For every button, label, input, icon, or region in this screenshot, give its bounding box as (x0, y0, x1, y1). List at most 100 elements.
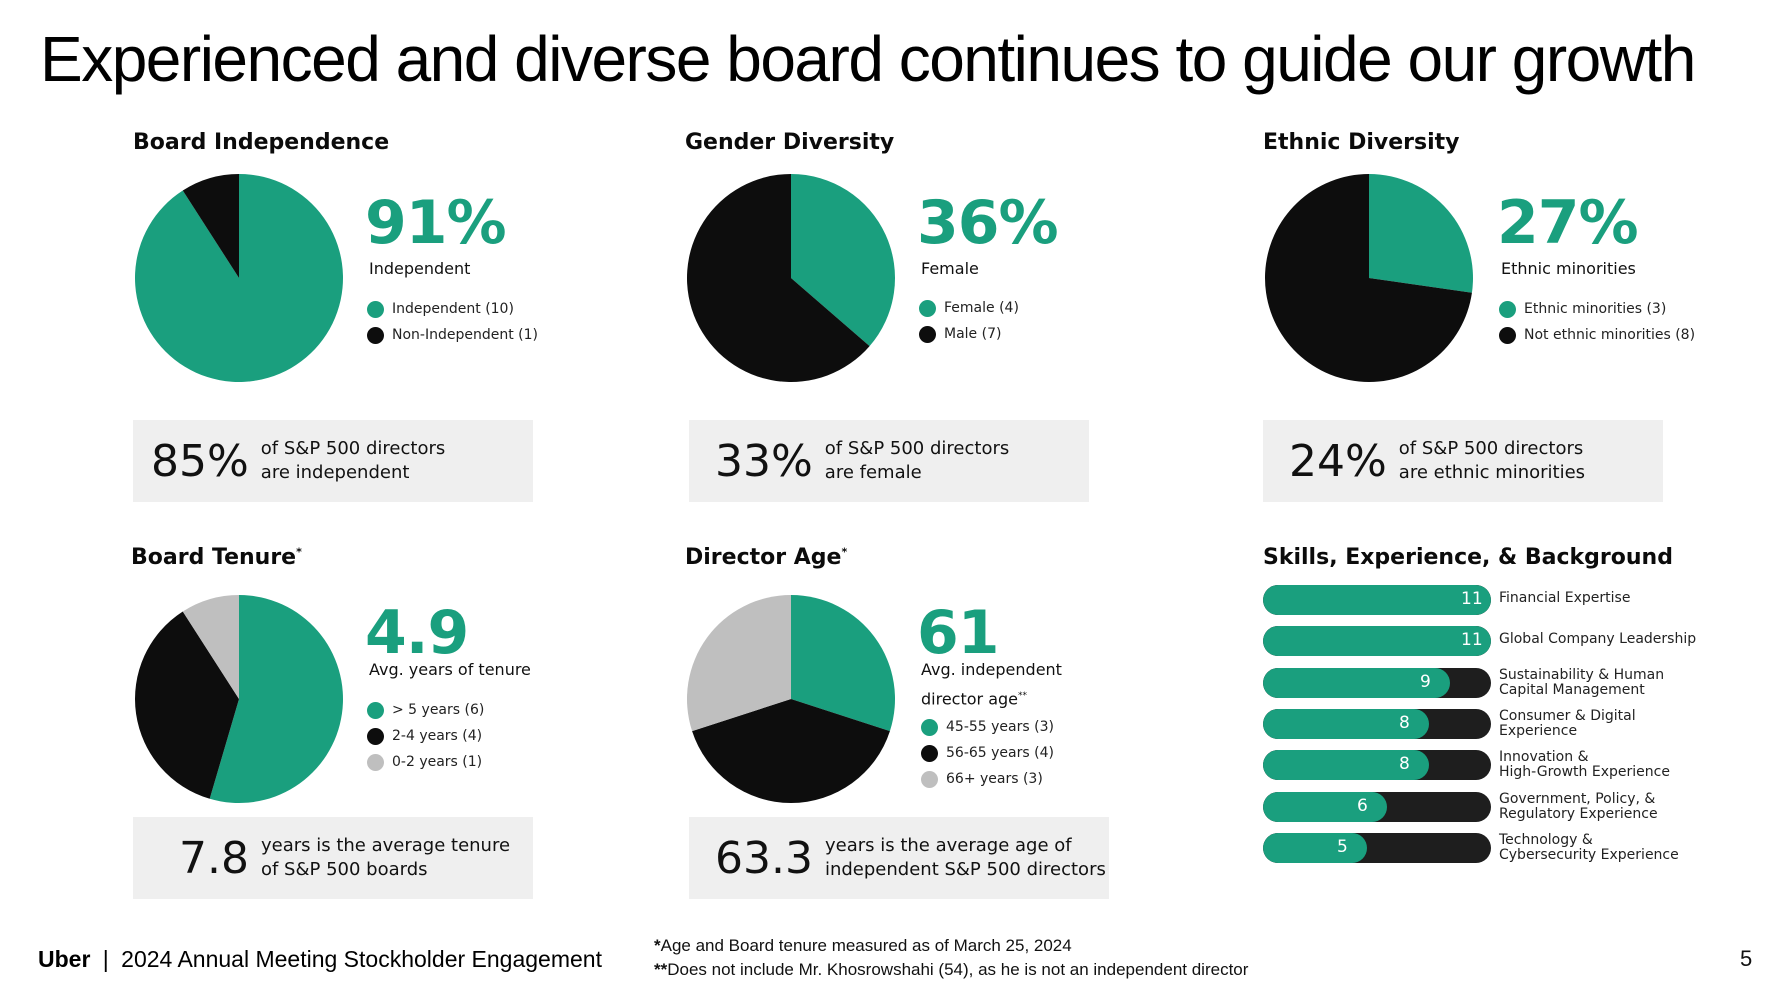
panel-title: Board Tenure* (131, 545, 302, 570)
pie-slice-independent (135, 174, 344, 382)
skills-title: Skills, Experience, & Background (1263, 545, 1673, 570)
pie-slice-not-ethnic-minorities (1265, 174, 1472, 382)
legend-label: 2-4 years (4) (392, 728, 483, 744)
benchmark-value: 24% (1289, 435, 1387, 487)
benchmark-value: 85% (151, 435, 249, 487)
stat-label: Female (921, 259, 979, 278)
legend-swatch-icon (921, 718, 938, 736)
footnote-2: **Does not include Mr. Khosrowshahi (54)… (654, 960, 1249, 979)
skill-label: Global Company Leadership (1499, 631, 1697, 648)
skill-bar-track: 6 (1263, 791, 1491, 822)
board-tenure-pie (135, 595, 343, 803)
benchmark-box: 63.3 years is the average age of indepen… (689, 817, 1109, 899)
pie-slice-non-independent (182, 174, 239, 278)
legend-item: Female (4) (919, 295, 1019, 321)
skill-bar-track: 9 (1263, 667, 1491, 698)
skill-bar-fill (1263, 626, 1491, 657)
board-tenure-panel: Board Tenure* 4.9 Avg. years of tenure >… (131, 545, 691, 945)
skill-label: Technology & Cybersecurity Experience (1499, 831, 1679, 863)
legend-item: Independent (10) (367, 296, 538, 322)
director-age-panel: Director Age* 61 Avg. independent direct… (685, 545, 1245, 945)
panel-title: Director Age* (685, 545, 848, 570)
legend-item: Non-Independent (1) (367, 322, 538, 348)
skill-bar-fill (1263, 832, 1367, 863)
benchmark-text: of S&P 500 directors are ethnic minoriti… (1398, 438, 1586, 483)
skill-bar-value: 5 (1337, 836, 1348, 857)
pie-slice-56-65-years (692, 699, 890, 804)
footnotes: *Age and Board tenure measured as of Mar… (654, 934, 1248, 982)
skill-bar-value: 11 (1461, 589, 1483, 609)
skill-row: 11 Global Company Leadership (1263, 626, 1703, 657)
legend-item: 2-4 years (4) (367, 723, 484, 749)
legend-swatch-icon (919, 325, 936, 343)
skill-bar-track: 8 (1263, 750, 1491, 781)
panel-title: Ethnic Diversity (1263, 130, 1460, 155)
pie-legend: Female (4) Male (7) (919, 295, 1019, 347)
legend-swatch-icon (1499, 326, 1516, 344)
skill-bar-track: 11 (1263, 626, 1491, 657)
pie-slice-2-4-years (135, 611, 239, 799)
legend-item: Ethnic minorities (3) (1499, 296, 1695, 322)
benchmark-value: 7.8 (179, 832, 249, 884)
legend-label: 56-65 years (4) (946, 745, 1054, 761)
legend-swatch-icon (1499, 300, 1516, 318)
skill-bar-track: 5 (1263, 832, 1491, 863)
legend-item: > 5 years (6) (367, 697, 484, 723)
stat-label: Independent (369, 259, 471, 278)
legend-swatch-icon (921, 770, 938, 788)
pie-slice-0-2-years (182, 595, 239, 699)
skill-label: Government, Policy, & Regulatory Experien… (1499, 790, 1658, 822)
legend-swatch-icon (367, 300, 384, 318)
skill-bar-value: 6 (1357, 795, 1368, 816)
benchmark-box: 24% of S&P 500 directors are ethnic mino… (1263, 420, 1663, 502)
skill-bar-fill (1263, 750, 1429, 781)
pie-legend: 45-55 years (3) 56-65 years (4) 66+ years … (921, 714, 1054, 792)
big-stat: 27% (1497, 188, 1639, 258)
skill-bar-value: 8 (1399, 754, 1410, 775)
legend-swatch-icon (921, 744, 938, 762)
skill-bar-fill (1263, 667, 1450, 698)
skill-bar-value: 11 (1461, 630, 1483, 651)
uber-logo: Uber (38, 946, 91, 972)
big-stat: 4.9 (365, 598, 469, 668)
panel-title: Board Independence (133, 130, 390, 155)
legend-label: 0-2 years (1) (392, 754, 483, 770)
board-independence-pie (135, 174, 344, 382)
stat-label: Avg. years of tenure (369, 660, 531, 679)
benchmark-value: 63.3 (715, 832, 813, 884)
panel-title: Gender Diversity (685, 130, 895, 155)
skill-row: 8 Innovation & High-Growth Experience (1263, 749, 1703, 781)
benchmark-box: 33% of S&P 500 directors are female (689, 420, 1089, 502)
legend-label: > 5 years (6) (392, 702, 485, 718)
skill-row: 8 Consumer & Digital Experience (1263, 707, 1703, 739)
benchmark-text: of S&P 500 directors are independent (260, 438, 446, 483)
pie-legend: > 5 years (6) 2-4 years (4) 0-2 years (1) (367, 697, 484, 775)
skill-bar-fill (1263, 708, 1429, 739)
legend-swatch-icon (367, 701, 384, 719)
skill-row: 9 Sustainability & Human Capital Managemen… (1263, 666, 1703, 698)
benchmark-box: 85% of S&P 500 directors are independent (133, 420, 533, 502)
legend-item: Male (7) (919, 321, 1019, 347)
skill-label: Financial Expertise (1499, 590, 1631, 606)
skill-row: 11 Financial Expertise (1263, 585, 1703, 615)
legend-swatch-icon (919, 299, 936, 317)
legend-swatch-icon (367, 727, 384, 745)
legend-item: Not ethnic minorities (8) (1499, 322, 1695, 348)
big-stat: 61 (917, 598, 999, 668)
board-independence-panel: Board Independence 91% Independent Indep… (133, 130, 693, 530)
legend-label: Not ethnic minorities (8) (1524, 327, 1696, 343)
footer-separator: | (102, 946, 109, 972)
skill-label: Innovation & High-Growth Experience (1499, 749, 1670, 781)
skill-label: Consumer & Digital Experience (1499, 707, 1636, 739)
legend-swatch-icon (367, 326, 384, 344)
legend-label: Independent (10) (392, 301, 514, 317)
gender-diversity-pie (687, 174, 895, 382)
page-title: Experienced and diverse board continues … (40, 23, 1696, 95)
skill-label: Sustainability & Human Capital Management (1499, 666, 1665, 698)
benchmark-text: of S&P 500 directors are female (824, 438, 1010, 483)
ethnic-diversity-panel: Ethnic Diversity 27% Ethnic minorities E… (1263, 130, 1792, 530)
legend-item: 66+ years (3) (921, 766, 1054, 792)
footer-brand: Uber | 2024 Annual Meeting Stockholder E… (38, 946, 602, 973)
big-stat: 91% (365, 188, 507, 258)
stat-label: Ethnic minorities (1501, 259, 1636, 278)
